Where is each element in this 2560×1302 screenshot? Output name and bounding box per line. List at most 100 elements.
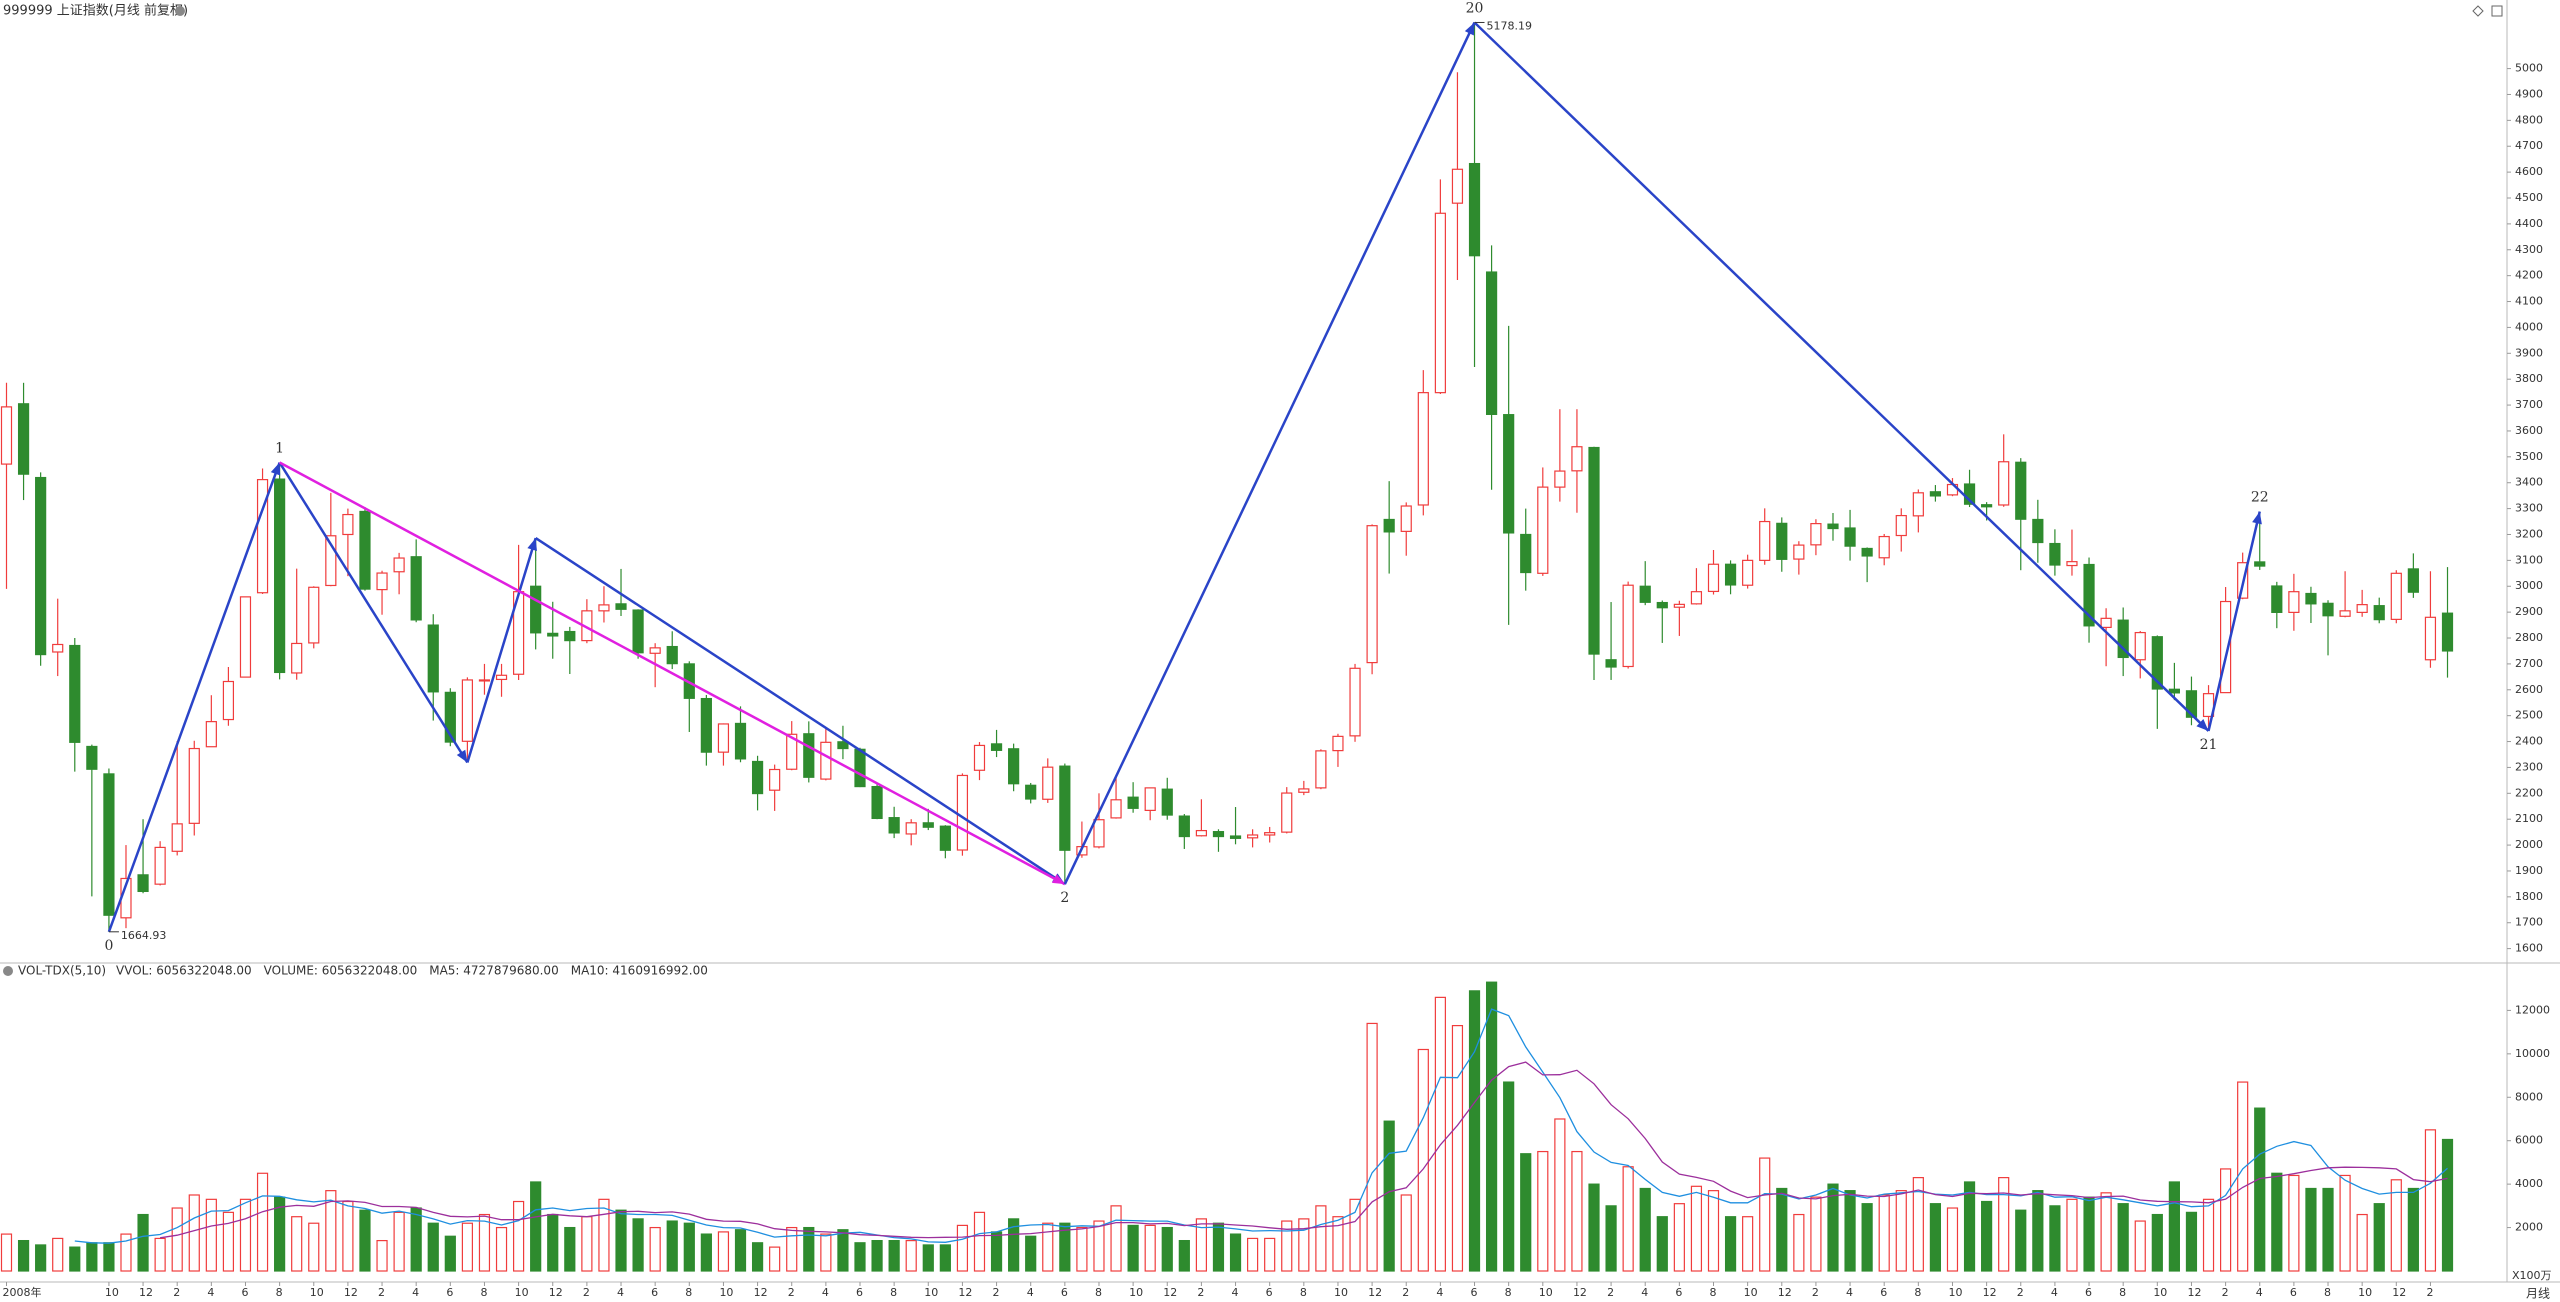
candle-body bbox=[1332, 735, 1344, 752]
volume-bar bbox=[683, 1222, 695, 1272]
volume-bar bbox=[2049, 1205, 2061, 1272]
volume-bar bbox=[342, 1200, 354, 1272]
volume-bar bbox=[376, 1239, 388, 1272]
volume-title: VOL-TDX(5,10) bbox=[18, 964, 106, 978]
candle-body bbox=[1315, 750, 1327, 789]
candle-body bbox=[2220, 600, 2232, 694]
volume-bar bbox=[2424, 1129, 2437, 1272]
candle-body bbox=[905, 822, 917, 835]
x-tick-label: 2 bbox=[2426, 1286, 2433, 1299]
x-tick-label: 2 bbox=[378, 1286, 385, 1299]
diamond-icon[interactable] bbox=[2472, 5, 2484, 17]
x-tick-label: 4 bbox=[2051, 1286, 2058, 1299]
x-tick-label: 10 bbox=[105, 1286, 119, 1299]
x-tick-label: 2 bbox=[173, 1286, 180, 1299]
volume-bar bbox=[1981, 1200, 1993, 1272]
volume-bar bbox=[1810, 1196, 1822, 1272]
volume-bar bbox=[1912, 1177, 1924, 1272]
candle-body bbox=[1520, 533, 1532, 574]
candle-body bbox=[769, 768, 781, 791]
volume-bar bbox=[700, 1233, 712, 1272]
candle-body bbox=[1349, 667, 1361, 737]
y-tick-label: 2600 bbox=[2515, 683, 2543, 696]
candle-body bbox=[649, 647, 661, 654]
y-tick-label: 3200 bbox=[2515, 527, 2543, 540]
candle-body bbox=[2168, 688, 2180, 694]
volume-bar bbox=[478, 1213, 491, 1272]
candle-body bbox=[1008, 748, 1020, 785]
x-tick-label: 10 bbox=[1129, 1286, 1143, 1299]
candle-body bbox=[871, 785, 883, 820]
x-tick-label: 4 bbox=[1436, 1286, 1443, 1299]
candle-body bbox=[2185, 690, 2198, 718]
wave-arrowhead bbox=[1464, 22, 1475, 36]
volume-bar bbox=[1298, 1218, 1310, 1272]
volume-bar bbox=[1759, 1157, 1771, 1272]
wave-arrowhead bbox=[527, 538, 537, 552]
volume-bar bbox=[1963, 1181, 1976, 1272]
candle-body bbox=[222, 680, 235, 721]
volume-bar bbox=[461, 1222, 473, 1272]
volume-bar bbox=[0, 1233, 13, 1272]
candle-body bbox=[1844, 527, 1856, 547]
candle-body bbox=[2356, 604, 2368, 613]
volume-bar bbox=[2066, 1198, 2078, 1272]
volume-bar bbox=[1588, 1183, 1600, 1272]
volume-bar bbox=[2220, 1168, 2232, 1272]
volume-bar bbox=[888, 1239, 900, 1272]
candle-body bbox=[239, 596, 252, 678]
x-tick-label: 12 bbox=[1573, 1286, 1587, 1299]
wave-label: 0 bbox=[104, 938, 113, 954]
volume-bar bbox=[1520, 1153, 1532, 1272]
x-tick-label: 6 bbox=[1266, 1286, 1273, 1299]
x-tick-label: 8 bbox=[276, 1286, 283, 1299]
volume-bar bbox=[291, 1216, 303, 1272]
x-tick-label: 2 bbox=[788, 1286, 795, 1299]
volume-bar bbox=[1332, 1216, 1344, 1272]
wave-label: 22 bbox=[2251, 490, 2269, 506]
x-tick-label: 10 bbox=[1539, 1286, 1553, 1299]
x-tick-label: 2 bbox=[993, 1286, 1000, 1299]
volume-bar bbox=[1605, 1205, 1617, 1272]
x-tick-label: 10 bbox=[719, 1286, 733, 1299]
wave-line bbox=[534, 537, 1066, 886]
y-tick-label: 8000 bbox=[2515, 1090, 2543, 1103]
volume-bar bbox=[2151, 1213, 2163, 1272]
volume-bar bbox=[854, 1242, 866, 1272]
candle-body bbox=[803, 733, 815, 778]
x-tick-label: 8 bbox=[1505, 1286, 1512, 1299]
volume-bar bbox=[393, 1211, 405, 1272]
candle-body bbox=[1093, 819, 1105, 848]
candle-body bbox=[1639, 585, 1651, 603]
y-tick-label: 3000 bbox=[2515, 579, 2543, 592]
volume-bar bbox=[1946, 1207, 1959, 1272]
candle-body bbox=[632, 609, 644, 654]
volume-bar bbox=[581, 1216, 593, 1272]
candle-body bbox=[1247, 834, 1259, 839]
volume-icon bbox=[3, 966, 13, 976]
y-tick-label: 3500 bbox=[2515, 450, 2543, 463]
candle-body bbox=[1434, 212, 1446, 394]
x-tick-label: 12 bbox=[1163, 1286, 1177, 1299]
volume-bar bbox=[205, 1198, 217, 1272]
candle-body bbox=[1912, 492, 1924, 517]
volume-bar bbox=[1998, 1177, 2010, 1272]
candle-body bbox=[86, 745, 98, 770]
candle-body bbox=[478, 679, 491, 682]
candle-body bbox=[1383, 518, 1395, 533]
candle-body bbox=[1264, 832, 1276, 836]
volume-bar bbox=[1827, 1183, 1839, 1272]
wave-arrowhead bbox=[456, 749, 468, 763]
volume-bar bbox=[1724, 1216, 1737, 1272]
wave-arrowhead bbox=[2252, 511, 2262, 525]
y-tick-label: 3700 bbox=[2515, 398, 2543, 411]
volume-bar bbox=[1212, 1222, 1225, 1272]
volume-bar bbox=[2083, 1196, 2095, 1272]
volume-bar bbox=[1093, 1220, 1105, 1272]
x-tick-label: 8 bbox=[1710, 1286, 1717, 1299]
y-tick-label: 4500 bbox=[2515, 191, 2543, 204]
window-icon[interactable] bbox=[2491, 5, 2503, 17]
volume-bar bbox=[769, 1246, 781, 1272]
